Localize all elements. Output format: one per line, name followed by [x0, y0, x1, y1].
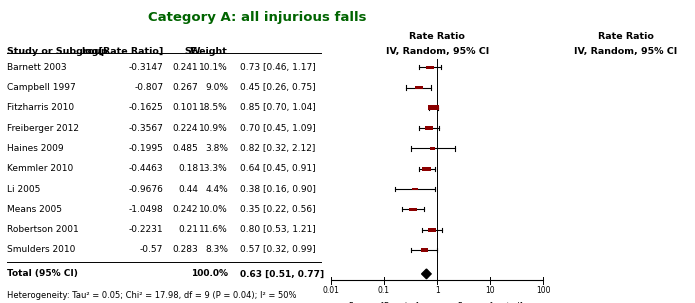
Text: 0.01: 0.01 [322, 286, 339, 295]
Text: 11.6%: 11.6% [199, 225, 228, 234]
Bar [430, 147, 435, 150]
Text: 0.57 [0.32, 0.99]: 0.57 [0.32, 0.99] [240, 245, 316, 255]
Text: -0.1625: -0.1625 [129, 103, 163, 112]
Text: 0.38 [0.16, 0.90]: 0.38 [0.16, 0.90] [240, 185, 316, 194]
Text: Campbell 1997: Campbell 1997 [7, 83, 76, 92]
Text: 0.80 [0.53, 1.21]: 0.80 [0.53, 1.21] [240, 225, 316, 234]
Text: -0.3567: -0.3567 [129, 124, 163, 133]
Text: Robertson 2001: Robertson 2001 [7, 225, 79, 234]
Text: IV, Random, 95% CI: IV, Random, 95% CI [386, 47, 489, 56]
Text: -0.3147: -0.3147 [129, 63, 163, 72]
Text: 0.63 [0.51, 0.77]: 0.63 [0.51, 0.77] [240, 269, 324, 278]
Text: 9.0%: 9.0% [205, 83, 228, 92]
Text: 4.4%: 4.4% [205, 185, 228, 194]
Text: Haines 2009: Haines 2009 [7, 144, 63, 153]
Text: 10.9%: 10.9% [199, 124, 228, 133]
Text: -0.9676: -0.9676 [129, 185, 163, 194]
Text: Study or Subgroup: Study or Subgroup [7, 47, 108, 56]
Bar [409, 208, 417, 211]
Text: -0.2231: -0.2231 [129, 225, 163, 234]
Text: 0.21: 0.21 [178, 225, 198, 234]
Text: 13.3%: 13.3% [199, 164, 228, 173]
Text: 0.18: 0.18 [178, 164, 198, 173]
Bar [415, 86, 423, 89]
Text: 0.73 [0.46, 1.17]: 0.73 [0.46, 1.17] [240, 63, 316, 72]
Text: 8.3%: 8.3% [205, 245, 228, 255]
Text: Favours [control]: Favours [control] [458, 301, 523, 303]
Text: 10.0%: 10.0% [199, 205, 228, 214]
Text: 0.35 [0.22, 0.56]: 0.35 [0.22, 0.56] [240, 205, 316, 214]
Text: Means 2005: Means 2005 [7, 205, 62, 214]
Text: 18.5%: 18.5% [199, 103, 228, 112]
Text: 0.224: 0.224 [172, 124, 198, 133]
Bar [426, 65, 434, 69]
Text: 10: 10 [486, 286, 495, 295]
Bar [425, 126, 433, 130]
Text: log[Rate Ratio]: log[Rate Ratio] [82, 47, 163, 56]
Bar [412, 188, 418, 190]
Text: Fitzharris 2010: Fitzharris 2010 [7, 103, 74, 112]
Text: Rate Ratio: Rate Ratio [409, 32, 465, 41]
Text: 0.82 [0.32, 2.12]: 0.82 [0.32, 2.12] [240, 144, 315, 153]
Text: 0.485: 0.485 [172, 144, 198, 153]
Text: Li 2005: Li 2005 [7, 185, 40, 194]
Text: Kemmler 2010: Kemmler 2010 [7, 164, 73, 173]
Text: 0.64 [0.45, 0.91]: 0.64 [0.45, 0.91] [240, 164, 316, 173]
Text: -0.1995: -0.1995 [129, 144, 163, 153]
Text: Freiberger 2012: Freiberger 2012 [7, 124, 79, 133]
Text: 100.0%: 100.0% [191, 269, 228, 278]
Text: 10.1%: 10.1% [199, 63, 228, 72]
Text: 0.267: 0.267 [172, 83, 198, 92]
Text: 0.101: 0.101 [172, 103, 198, 112]
Text: Favours [Exercise]: Favours [Exercise] [349, 301, 419, 303]
Text: 0.241: 0.241 [172, 63, 198, 72]
Text: Rate Ratio: Rate Ratio [598, 32, 653, 41]
Text: Category A: all injurious falls: Category A: all injurious falls [148, 11, 366, 24]
Text: Total (95% CI): Total (95% CI) [7, 269, 78, 278]
Text: -0.57: -0.57 [140, 245, 163, 255]
Text: 0.45 [0.26, 0.75]: 0.45 [0.26, 0.75] [240, 83, 316, 92]
Text: Barnett 2003: Barnett 2003 [7, 63, 67, 72]
Text: IV, Random, 95% CI: IV, Random, 95% CI [574, 47, 677, 56]
Text: -0.4463: -0.4463 [129, 164, 163, 173]
Text: 0.283: 0.283 [172, 245, 198, 255]
Bar [423, 167, 432, 171]
Bar [427, 228, 436, 231]
Text: Heterogeneity: Tau² = 0.05; Chi² = 17.98, df = 9 (P = 0.04); I² = 50%: Heterogeneity: Tau² = 0.05; Chi² = 17.98… [7, 291, 297, 300]
Text: -1.0498: -1.0498 [129, 205, 163, 214]
Text: 0.44: 0.44 [178, 185, 198, 194]
Text: Weight: Weight [190, 47, 228, 56]
Text: SE: SE [185, 47, 198, 56]
Text: 100: 100 [537, 286, 550, 295]
Text: 0.85 [0.70, 1.04]: 0.85 [0.70, 1.04] [240, 103, 316, 112]
Bar [420, 248, 428, 251]
Text: 0.1: 0.1 [378, 286, 390, 295]
Text: 0.242: 0.242 [172, 205, 198, 214]
Text: 1: 1 [435, 286, 439, 295]
Text: 3.8%: 3.8% [205, 144, 228, 153]
Polygon shape [422, 269, 431, 279]
Text: -0.807: -0.807 [134, 83, 163, 92]
Text: 0.70 [0.45, 1.09]: 0.70 [0.45, 1.09] [240, 124, 316, 133]
Bar [428, 105, 439, 110]
Text: Smulders 2010: Smulders 2010 [7, 245, 75, 255]
